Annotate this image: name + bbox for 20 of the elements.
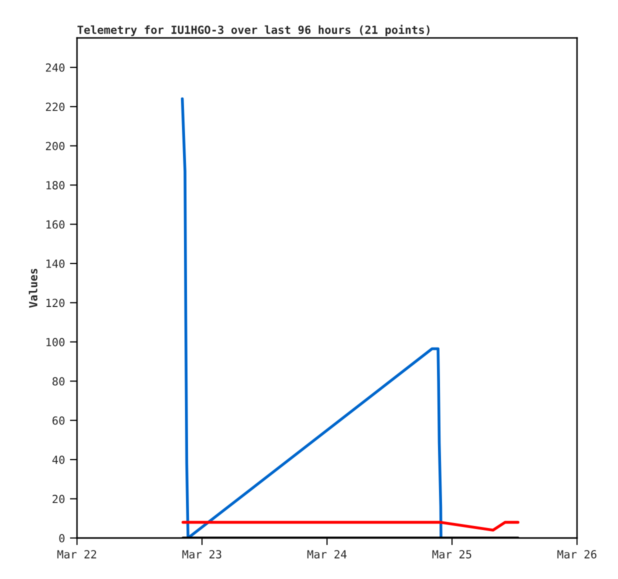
y-tick-label: 160	[46, 220, 64, 229]
chart-title: Telemetry for IU1HGO-3 over last 96 hours (21 points)	[77, 24, 430, 36]
x-tick-label: Mar 25	[432, 550, 472, 558]
y-tick-label: 240	[46, 63, 64, 72]
x-tick-label: Mar 22	[57, 550, 96, 558]
y-tick-label: 220	[46, 102, 64, 112]
x-tick-label: Mar 26	[557, 550, 596, 558]
y-tick-label: 120	[46, 298, 64, 308]
y-tick-label: 60	[52, 416, 64, 425]
y-tick-label: 20	[52, 494, 64, 504]
x-tick-label: Mar 23	[182, 550, 222, 558]
y-tick-label: 40	[52, 456, 64, 464]
y-tick-label: 200	[46, 142, 64, 150]
y-tick-label: 180	[46, 181, 64, 190]
y-tick-label: 0	[59, 534, 64, 542]
y-tick-label: 80	[52, 377, 64, 386]
x-tick-label: Mar 24	[307, 550, 347, 558]
y-axis-title: Values	[28, 268, 38, 308]
y-tick-label: 100	[46, 338, 64, 346]
y-tick-label: 140	[46, 259, 64, 268]
